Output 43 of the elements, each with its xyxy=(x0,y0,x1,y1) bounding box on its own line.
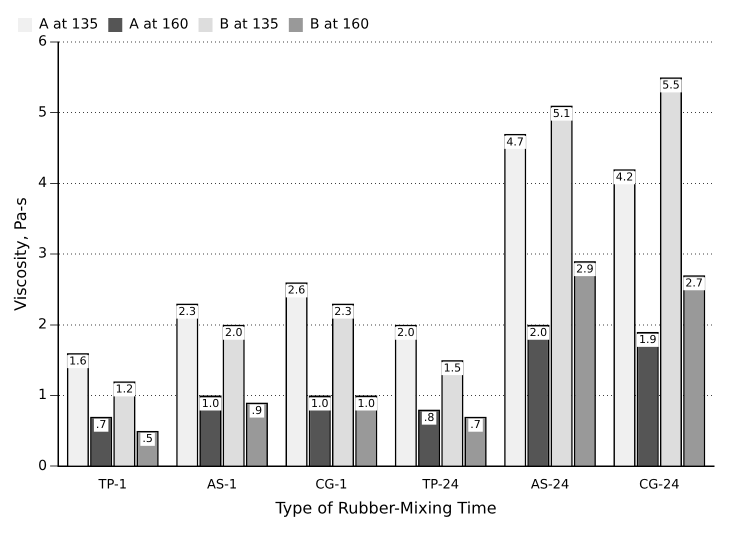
y-tick-label: 0 xyxy=(38,458,48,474)
data-label: 1.0 xyxy=(202,396,220,410)
x-tick-label: TP-1 xyxy=(98,477,127,492)
data-label: 2.0 xyxy=(224,326,242,340)
data-label: 1.0 xyxy=(357,396,375,410)
data-label: 2.0 xyxy=(397,326,415,340)
data-label: .8 xyxy=(424,411,434,424)
legend-label: A at 135 xyxy=(39,16,98,33)
data-label: 2.7 xyxy=(685,276,703,290)
y-tick-label: 1 xyxy=(38,387,48,404)
data-label: .9 xyxy=(252,404,262,417)
data-label: 2.6 xyxy=(288,284,306,297)
x-tick-label: AS-1 xyxy=(207,477,238,492)
legend-label: A at 160 xyxy=(129,16,189,33)
data-label: 5.1 xyxy=(552,106,570,120)
y-tick-label: 6 xyxy=(38,34,48,50)
data-label: 2.3 xyxy=(178,304,196,318)
x-axis-title: Type of Rubber-Mixing Time xyxy=(274,498,497,518)
data-label: 1.0 xyxy=(311,396,329,410)
data-label: 4.2 xyxy=(616,170,634,184)
data-label: .5 xyxy=(142,432,153,446)
x-tick-label: CG-1 xyxy=(315,477,348,492)
y-axis-title: Viscosity, Pa-s xyxy=(10,197,30,311)
x-tick-label: AS-24 xyxy=(530,477,570,492)
data-label: 1.9 xyxy=(638,333,656,346)
data-label: 1.6 xyxy=(69,354,87,368)
y-tick-label: 3 xyxy=(38,246,48,262)
data-label: 2.0 xyxy=(530,326,548,340)
data-label: 1.5 xyxy=(444,362,462,375)
y-tick-label: 4 xyxy=(38,175,48,192)
x-tick-label: TP-24 xyxy=(421,477,460,492)
data-label: 1.2 xyxy=(116,382,134,396)
data-label: 4.7 xyxy=(506,135,524,148)
x-tick-label: CG-24 xyxy=(639,477,680,492)
y-tick-label: 5 xyxy=(38,104,48,120)
legend-label: B at 160 xyxy=(310,16,370,33)
data-label: 5.5 xyxy=(662,78,680,92)
data-label: .7 xyxy=(470,418,481,432)
y-tick-label: 2 xyxy=(38,316,48,332)
data-label: 2.3 xyxy=(334,304,352,318)
legend-label: B at 135 xyxy=(220,16,279,33)
data-label: 2.9 xyxy=(576,262,594,276)
data-label: .7 xyxy=(96,418,106,432)
